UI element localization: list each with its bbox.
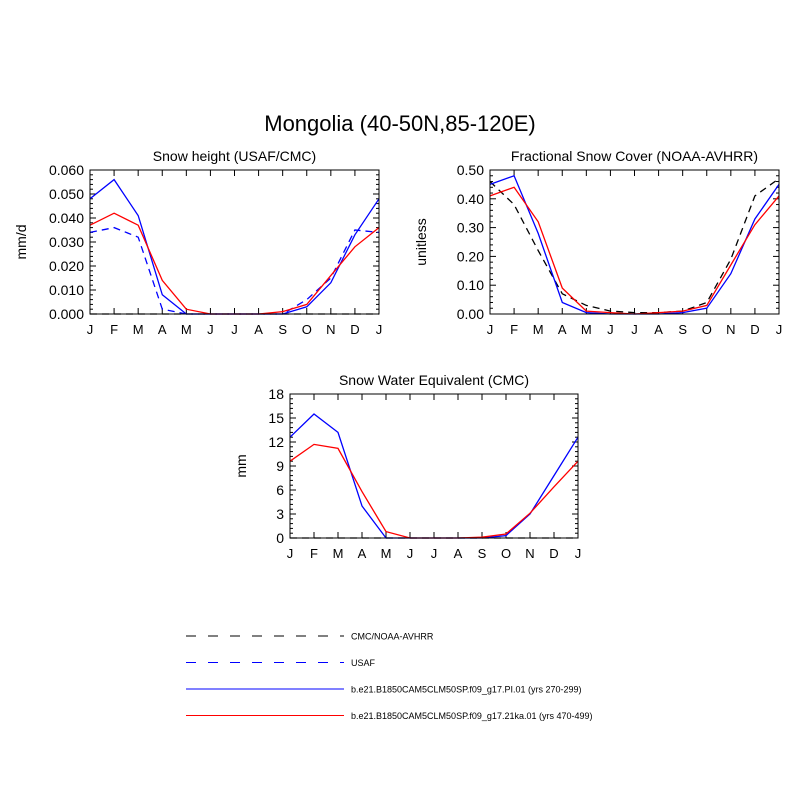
legend-label: CMC/NOAA-AVHRR (351, 632, 434, 642)
legend-item: b.e21.B1850CAM5CLM50SP.f09_g17.PI.01 (yr… (186, 685, 581, 695)
y-tick-label: 0.000 (49, 306, 84, 322)
x-tick-label: D (750, 322, 759, 337)
y-tick-label: 0.20 (457, 248, 484, 264)
y-axis-label: mm (233, 454, 249, 477)
x-tick-label: J (376, 322, 383, 337)
series-line (289, 413, 579, 539)
panel-1: Snow height (USAF/CMC) mm/d 0.000 0.010 0.02… (13, 148, 382, 337)
x-tick-label: O (702, 322, 712, 337)
x-tick-label: O (501, 546, 511, 561)
x-tick-label: J (287, 546, 294, 561)
y-tick-label: 0.30 (457, 220, 484, 236)
y-tick-label: 0.050 (49, 186, 84, 202)
x-tick-label: N (525, 546, 534, 561)
legend-label: b.e21.B1850CAM5CLM50SP.f09_g17.21ka.01 (… (351, 711, 593, 721)
y-tick-label: 0.00 (457, 306, 484, 322)
x-tick-label: M (533, 322, 544, 337)
panel-title: Snow height (USAF/CMC) (153, 148, 316, 164)
y-tick-label: 12 (268, 434, 284, 450)
x-tick-label: S (678, 322, 687, 337)
x-tick-label: O (302, 322, 312, 337)
x-tick-label: S (278, 322, 287, 337)
x-tick-label: M (133, 322, 144, 337)
y-tick-label: 0.040 (49, 210, 84, 226)
legend-item: CMC/NOAA-AVHRR (186, 632, 434, 642)
y-tick-label: 0.010 (49, 282, 84, 298)
panel-3: Snow Water Equivalent (CMC) mm 0 3 6 9 12 15 18 J… (233, 372, 581, 561)
x-tick-label: J (231, 322, 238, 337)
x-tick-label: S (478, 546, 487, 561)
x-tick-label: N (726, 322, 735, 337)
x-tick-label: M (181, 322, 192, 337)
x-tick-label: J (207, 322, 214, 337)
y-tick-label: 18 (268, 386, 284, 402)
y-tick-label: 6 (276, 482, 284, 498)
y-axis-label: mm/d (13, 225, 29, 260)
x-tick-label: F (510, 322, 518, 337)
y-tick-label: 0 (276, 530, 284, 546)
panel-title: Fractional Snow Cover (NOAA-AVHRR) (511, 148, 758, 164)
x-tick-label: M (381, 546, 392, 561)
x-tick-label: J (487, 322, 494, 337)
figure-title: Mongolia (40-50N,85-120E) (264, 111, 536, 136)
panel-title: Snow Water Equivalent (CMC) (339, 372, 529, 388)
y-axis-label: unitless (413, 218, 429, 265)
x-tick-label: A (558, 322, 567, 337)
series-line (89, 226, 380, 315)
legend-label: USAF (351, 658, 376, 668)
y-tick-label: 0.10 (457, 277, 484, 293)
series-line (489, 186, 780, 315)
y-tick-label: 3 (276, 506, 284, 522)
x-tick-label: J (631, 322, 638, 337)
series-line (89, 212, 380, 315)
legend-item: b.e21.B1850CAM5CLM50SP.f09_g17.21ka.01 (… (186, 711, 593, 721)
y-tick-label: 0.030 (49, 234, 84, 250)
x-tick-label: D (350, 322, 359, 337)
x-tick-label: J (407, 546, 414, 561)
x-tick-label: F (110, 322, 118, 337)
x-tick-label: F (310, 546, 318, 561)
series-line (89, 178, 380, 315)
x-tick-label: J (575, 546, 582, 561)
x-tick-label: M (581, 322, 592, 337)
x-tick-label: D (549, 546, 558, 561)
legend-item: USAF (186, 658, 376, 668)
x-tick-label: M (333, 546, 344, 561)
x-tick-label: A (254, 322, 263, 337)
panel-2: Fractional Snow Cover (NOAA-AVHRR) unitle… (413, 148, 782, 337)
series-line (489, 178, 780, 314)
x-tick-label: J (87, 322, 94, 337)
legend-label: b.e21.B1850CAM5CLM50SP.f09_g17.PI.01 (yr… (351, 685, 581, 695)
y-tick-label: 9 (276, 458, 284, 474)
x-tick-label: J (607, 322, 614, 337)
y-tick-label: 0.40 (457, 191, 484, 207)
legend: CMC/NOAA-AVHRR USAF b.e21.B1850CAM5CLM50SP… (186, 632, 593, 721)
plot-frame (289, 393, 579, 539)
x-tick-label: J (431, 546, 438, 561)
x-tick-label: N (326, 322, 335, 337)
x-tick-label: A (358, 546, 367, 561)
y-tick-label: 15 (268, 410, 284, 426)
x-tick-label: A (654, 322, 663, 337)
x-tick-label: J (776, 322, 783, 337)
x-tick-label: A (454, 546, 463, 561)
y-tick-label: 0.50 (457, 162, 484, 178)
series-line (289, 443, 579, 539)
x-tick-label: A (158, 322, 167, 337)
y-tick-label: 0.060 (49, 162, 84, 178)
plot-frame (89, 169, 380, 315)
plot-frame (489, 169, 780, 315)
y-tick-label: 0.020 (49, 258, 84, 274)
